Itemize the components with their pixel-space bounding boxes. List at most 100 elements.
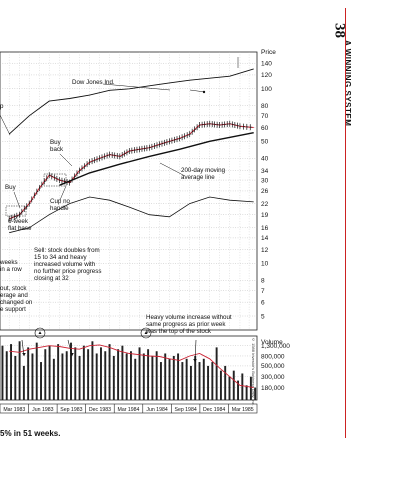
volume-bar bbox=[198, 362, 201, 400]
chart-grid bbox=[0, 51, 258, 401]
price-tick-label: 80 bbox=[261, 103, 269, 110]
volume-bar bbox=[100, 347, 102, 400]
moving-average-200-day-line bbox=[59, 132, 254, 186]
annotation-pointer bbox=[59, 153, 73, 167]
chart-annotation: Heavy volume increase without bbox=[146, 314, 232, 321]
volume-bar bbox=[189, 365, 192, 400]
chart-annotation: 15 to 34 and heavy bbox=[34, 254, 88, 261]
volume-bar bbox=[147, 349, 150, 400]
date-tick-label: Sep 1983 bbox=[60, 407, 82, 413]
volume-bars bbox=[1, 341, 257, 400]
volume-bar bbox=[219, 370, 222, 400]
dow-jones-line bbox=[8, 68, 254, 135]
figure-caption: 5% in 51 weeks. bbox=[0, 429, 61, 438]
chart-annotation: no further price progress bbox=[34, 268, 101, 275]
chart-annotation: erage and bbox=[0, 292, 28, 299]
volume-bar bbox=[57, 344, 60, 400]
volume-tick-label: 180,000 bbox=[261, 385, 285, 392]
chart-axes: Price 140 120 100 80 70 60 50 40 34 30 26 22 19 16 14 12… bbox=[0, 49, 290, 414]
volume-bar bbox=[87, 349, 90, 400]
annotation-pointer bbox=[189, 89, 206, 93]
volume-bar bbox=[95, 353, 98, 400]
volume-bar bbox=[142, 353, 145, 400]
volume-bar bbox=[134, 358, 137, 400]
volume-bar bbox=[18, 341, 21, 400]
price-tick-label: 26 bbox=[261, 188, 269, 195]
volume-bar bbox=[155, 351, 158, 400]
chart-annotation: Buy bbox=[50, 139, 62, 146]
volume-bar bbox=[27, 347, 30, 400]
price-tick-label: 50 bbox=[261, 139, 269, 146]
chart-annotation: in a row bbox=[0, 266, 22, 273]
volume-bar bbox=[112, 355, 115, 400]
volume-bar bbox=[31, 353, 34, 400]
price-tick-label: 8 bbox=[261, 278, 265, 285]
volume-bar bbox=[40, 362, 42, 400]
volume-bar bbox=[70, 342, 72, 400]
chart-annotation: was the top of the stock bbox=[145, 328, 212, 335]
volume-pointer-arrowhead-icon bbox=[193, 359, 197, 362]
price-tick-label: 22 bbox=[261, 201, 269, 208]
date-tick-label: Sep 1984 bbox=[175, 407, 197, 413]
flat-base-box bbox=[5, 205, 27, 217]
volume-marker-arrow-icon bbox=[38, 331, 42, 334]
price-tick-label: 120 bbox=[261, 72, 272, 79]
price-tick-label: 12 bbox=[261, 247, 269, 254]
date-axis-frame bbox=[0, 403, 258, 414]
cup-base-box bbox=[43, 173, 67, 187]
volume-panel-frame bbox=[0, 335, 258, 401]
volume-bar bbox=[82, 345, 85, 400]
chart-annotation: 200-day moving bbox=[181, 167, 226, 174]
volume-bar bbox=[78, 355, 81, 400]
chart-annotation: closing at 32 bbox=[34, 275, 69, 282]
volume-tick-label: 500,000 bbox=[261, 363, 285, 370]
price-tick-label: 40 bbox=[261, 156, 269, 163]
chart-annotation: back bbox=[50, 146, 64, 153]
volume-bar bbox=[215, 347, 218, 400]
volume-axis-label: Volume bbox=[261, 339, 283, 346]
volume-pointer-arrowhead-icon bbox=[22, 353, 26, 356]
annotation-marker bbox=[202, 90, 206, 94]
volume-bar bbox=[121, 345, 124, 400]
volume-bar bbox=[249, 376, 252, 400]
price-tick-label: 19 bbox=[261, 212, 269, 219]
price-axis-label: Price bbox=[261, 49, 276, 56]
price-tick-label: 70 bbox=[261, 113, 269, 120]
volume-bar bbox=[245, 385, 248, 400]
volume-marker-circle bbox=[34, 327, 46, 339]
volume-bar bbox=[159, 362, 162, 400]
chart-annotation: Dow Jones Ind. bbox=[72, 79, 115, 86]
chart-annotation: Buy bbox=[5, 184, 17, 191]
date-axis: Mar 1983 Jun 1983 Sep 1983 Dec 1983 Mar 1984… bbox=[0, 403, 258, 414]
chart-annotation: average line bbox=[181, 174, 215, 181]
volume-bar bbox=[35, 342, 38, 400]
chart-annotation: Cup no bbox=[50, 198, 71, 205]
chart-series bbox=[8, 68, 254, 389]
volume-tick-label: 1,300,000 bbox=[261, 343, 290, 350]
chart-annotation: same progress as prior week bbox=[146, 321, 226, 328]
volume-bar bbox=[211, 362, 214, 400]
price-tick-label: 7 bbox=[261, 288, 265, 295]
volume-bar bbox=[164, 353, 167, 400]
chart-annotation: increased volume with bbox=[34, 261, 96, 268]
chart-annotation: e support bbox=[0, 306, 26, 313]
date-tick-label: Dec 1984 bbox=[203, 407, 225, 413]
chart-annotation: handle bbox=[50, 205, 69, 212]
volume-bar bbox=[202, 358, 205, 400]
volume-bar bbox=[194, 355, 197, 400]
volume-bar bbox=[22, 365, 25, 400]
volume-bar bbox=[254, 387, 257, 400]
volume-bar bbox=[241, 373, 244, 400]
volume-bar bbox=[224, 365, 227, 400]
price-tick-label: 10 bbox=[261, 261, 269, 268]
volume-bar bbox=[228, 376, 231, 400]
volume-bar bbox=[232, 370, 235, 400]
volume-tick-label: 800,000 bbox=[261, 353, 285, 360]
chart-annotation: changed on bbox=[0, 299, 33, 306]
volume-bar bbox=[65, 351, 68, 400]
chart-annotation: p bbox=[0, 103, 4, 110]
volume-average-line bbox=[9, 344, 254, 389]
